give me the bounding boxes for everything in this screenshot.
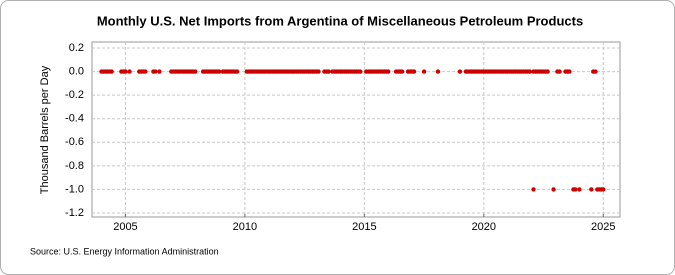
- point: [411, 69, 417, 74]
- point: [573, 187, 578, 192]
- y-tick-label: -1.0: [65, 183, 84, 195]
- y-tick-label: -0.8: [65, 160, 84, 172]
- point: [545, 69, 550, 74]
- y-tick-label: 0.0: [69, 65, 84, 77]
- y-tick-label: -0.2: [65, 89, 84, 101]
- point: [531, 187, 536, 192]
- x-tick-label: 2015: [352, 221, 376, 233]
- point: [157, 69, 162, 74]
- point: [601, 187, 606, 192]
- point: [358, 69, 363, 74]
- point: [193, 69, 198, 74]
- point: [457, 69, 463, 74]
- y-tick-label: -0.6: [65, 136, 84, 148]
- x-tick-label: 2020: [472, 221, 496, 233]
- point: [316, 69, 321, 74]
- x-tick-label: 2010: [233, 221, 257, 233]
- point: [386, 69, 391, 74]
- point: [567, 69, 572, 74]
- source-note: Source: U.S. Energy Information Administ…: [30, 246, 219, 256]
- point: [109, 69, 114, 74]
- point: [326, 69, 331, 74]
- chart-title: Monthly U.S. Net Imports from Argentina …: [97, 13, 583, 28]
- point: [577, 187, 582, 192]
- point: [399, 69, 405, 74]
- y-tick-label: -0.4: [65, 113, 84, 125]
- point: [216, 69, 222, 74]
- point: [234, 69, 240, 74]
- point: [143, 69, 148, 74]
- point: [557, 69, 562, 74]
- point: [421, 69, 427, 74]
- y-axis-label: Thousand Barrels per Day: [39, 65, 51, 194]
- y-tick-label: 0.2: [69, 42, 84, 54]
- x-tick-label: 2005: [113, 221, 137, 233]
- point: [127, 69, 132, 74]
- point: [435, 69, 441, 74]
- point: [123, 69, 128, 74]
- point: [153, 69, 158, 74]
- plot-area: [91, 41, 621, 218]
- point: [527, 69, 532, 74]
- point: [589, 187, 594, 192]
- point: [593, 69, 598, 74]
- point: [551, 187, 556, 192]
- x-tick-label: 2025: [591, 221, 615, 233]
- y-tick-label: -1.2: [65, 207, 84, 219]
